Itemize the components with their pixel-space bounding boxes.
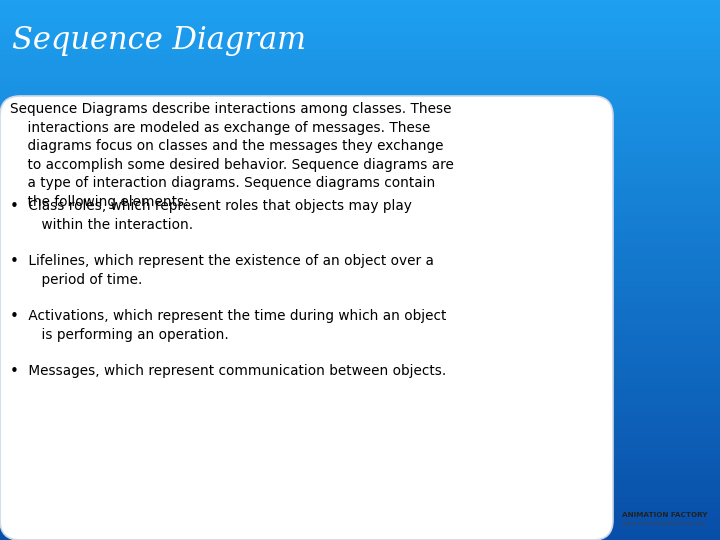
Text: •: • xyxy=(10,199,19,214)
Text: •: • xyxy=(10,309,19,324)
Text: Class roles, which represent roles that objects may play
    within the interact: Class roles, which represent roles that … xyxy=(24,199,412,232)
Text: ANIMATION FACTORY: ANIMATION FACTORY xyxy=(621,512,707,518)
Text: www.animationfactory.com: www.animationfactory.com xyxy=(621,521,707,526)
Text: Lifelines, which represent the existence of an object over a
    period of time.: Lifelines, which represent the existence… xyxy=(24,254,434,287)
Text: Messages, which represent communication between objects.: Messages, which represent communication … xyxy=(24,364,446,378)
Text: •: • xyxy=(10,364,19,379)
Text: Sequence Diagram: Sequence Diagram xyxy=(12,24,306,56)
Text: Activations, which represent the time during which an object
    is performing a: Activations, which represent the time du… xyxy=(24,309,446,342)
FancyBboxPatch shape xyxy=(0,96,613,540)
Text: Sequence Diagrams describe interactions among classes. These
    interactions ar: Sequence Diagrams describe interactions … xyxy=(10,102,454,209)
Text: •: • xyxy=(10,254,19,269)
